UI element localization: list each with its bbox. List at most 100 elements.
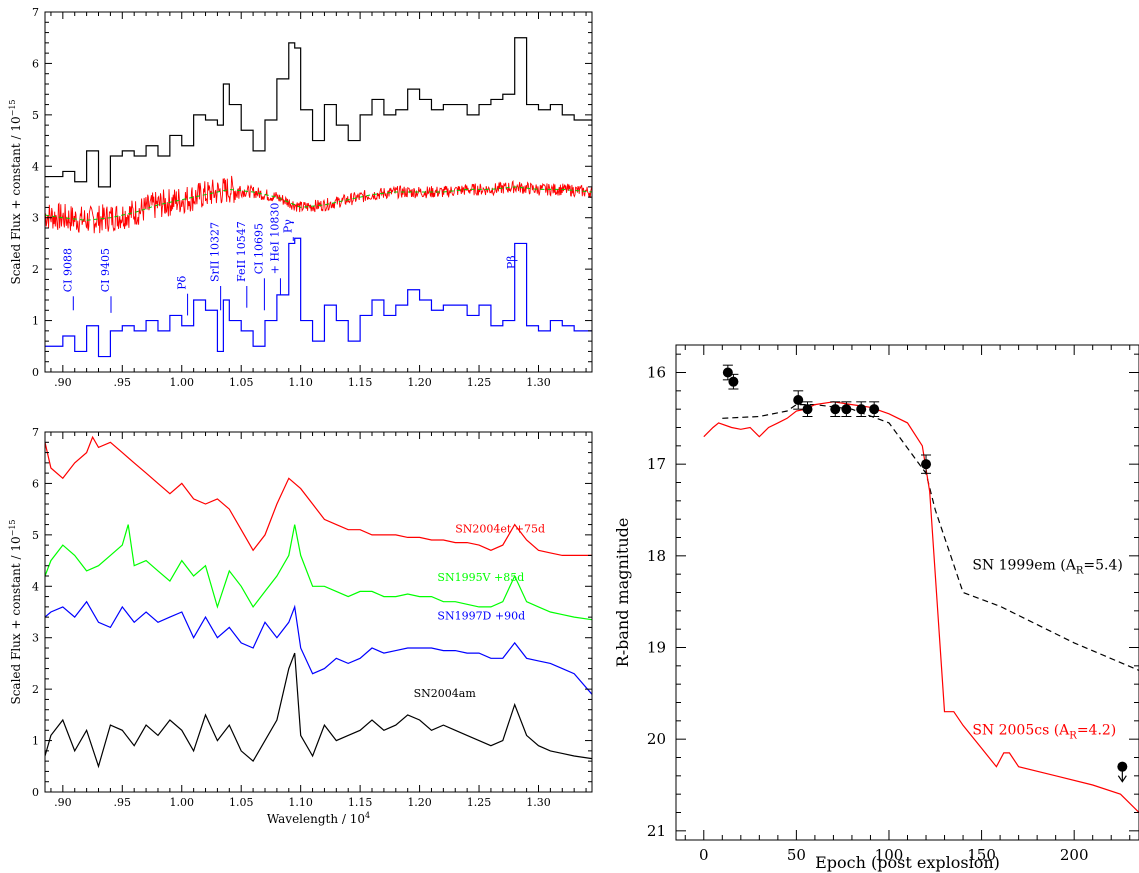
y-tick-label: 7 bbox=[32, 6, 39, 19]
y-axis-label-text: Scaled Flux + constant / 10 bbox=[9, 536, 23, 704]
plot-frame bbox=[44, 431, 593, 793]
x-tick-label: 1.30 bbox=[526, 796, 551, 809]
x-tick-label: 1.15 bbox=[348, 376, 373, 389]
y-tick-label: 2 bbox=[32, 683, 39, 696]
series-label: SN2004am bbox=[414, 687, 477, 700]
line-id-label: FeII 10547 bbox=[235, 221, 248, 282]
series-line bbox=[45, 37, 592, 188]
y-tick-label: 6 bbox=[32, 477, 39, 490]
series-line bbox=[45, 524, 592, 621]
series-line bbox=[45, 435, 592, 556]
y-axis-label-exponent: −15 bbox=[8, 99, 17, 116]
x-tick-label: 50 bbox=[787, 846, 806, 864]
y-tick-label: 1 bbox=[32, 315, 39, 328]
y-tick-label: 4 bbox=[32, 160, 39, 173]
x-axis-label: Epoch (post explosion) bbox=[815, 853, 1000, 872]
x-tick-label: 1.25 bbox=[467, 376, 492, 389]
y-axis-label: Scaled Flux + constant / 10−15 bbox=[8, 519, 23, 704]
x-tick-label: 1.30 bbox=[526, 376, 551, 389]
data-point bbox=[802, 404, 813, 415]
data-point bbox=[722, 367, 733, 378]
y-tick-label: 19 bbox=[647, 639, 666, 657]
y-tick-label: 18 bbox=[647, 547, 666, 565]
y-tick-label: 1 bbox=[32, 735, 39, 748]
line-id-label: CI 9088 bbox=[61, 248, 74, 292]
y-tick-label: 3 bbox=[32, 632, 39, 645]
y-tick-label: 6 bbox=[32, 57, 39, 70]
y-axis-label-exponent: −15 bbox=[8, 519, 17, 536]
x-tick-label: 1.15 bbox=[348, 796, 373, 809]
x-tick-label: 1.25 bbox=[467, 796, 492, 809]
x-axis-label-text: Epoch (post explosion) bbox=[815, 853, 1000, 872]
series-label: SN 2005cs (AR=4.2) bbox=[972, 723, 1116, 742]
series-line bbox=[45, 175, 592, 234]
x-tick-label: 1.20 bbox=[407, 376, 432, 389]
series-subscript: R bbox=[1076, 566, 1084, 577]
x-tick-label: 150 bbox=[967, 846, 996, 864]
series-label: SN1997D +90d bbox=[437, 610, 525, 623]
bottom-spectra-panel: SN2004et +75d SN1995V +85d SN1997D +90d SN2… bbox=[8, 426, 593, 826]
upper-limit-arrowhead bbox=[1117, 775, 1127, 783]
line-id-label: Pβ bbox=[505, 255, 518, 269]
y-axis-label-text: R-band magnitude bbox=[613, 518, 632, 668]
y-tick-label: 5 bbox=[32, 529, 39, 542]
plot-frame bbox=[44, 11, 593, 373]
x-tick-label: .90 bbox=[54, 376, 72, 389]
y-tick-label: 2 bbox=[32, 263, 39, 276]
line-id-label: Pδ bbox=[176, 275, 189, 289]
series-label: SN2004et +75d bbox=[455, 522, 545, 535]
y-axis-label: R-band magnitude bbox=[613, 518, 632, 668]
y-axis-label-text: Scaled Flux + constant / 10 bbox=[9, 116, 23, 284]
series-name: SN 1999em (A bbox=[972, 558, 1076, 574]
x-tick-label: 1.10 bbox=[288, 796, 313, 809]
plot-frame bbox=[675, 344, 1139, 841]
series-line bbox=[45, 652, 592, 769]
series-name: SN 2005cs (A bbox=[972, 723, 1070, 739]
x-tick-label: .95 bbox=[114, 376, 132, 389]
series-extinction: =4.2) bbox=[1077, 723, 1116, 739]
y-tick-label: 7 bbox=[32, 426, 39, 439]
series-label: SN 1999em (AR=5.4) bbox=[972, 558, 1123, 577]
x-tick-label: 1.20 bbox=[407, 796, 432, 809]
light-curve-panel: SN 1999em (AR=5.4)SN 2005cs (AR=4.2)0 50 1… bbox=[613, 344, 1139, 872]
x-axis-label: Wavelength / 104 bbox=[267, 811, 370, 826]
series-line bbox=[45, 600, 592, 695]
x-tick-label: 1.05 bbox=[229, 796, 254, 809]
top-spectra-panel: CI 9088 CI 9405 Pδ SrII 10327 FeII 10547 CI 1… bbox=[8, 6, 593, 389]
series-extinction: =5.4) bbox=[1083, 558, 1122, 574]
data-point bbox=[793, 395, 804, 405]
series-line bbox=[722, 404, 1139, 671]
data-point bbox=[728, 376, 739, 387]
data-point bbox=[841, 404, 852, 415]
data-point bbox=[921, 459, 932, 470]
y-tick-label: 16 bbox=[647, 364, 666, 382]
x-tick-label: .90 bbox=[54, 796, 72, 809]
x-axis-label-exponent: 4 bbox=[365, 811, 370, 820]
y-tick-label: 3 bbox=[32, 212, 39, 225]
series-group bbox=[45, 37, 592, 358]
x-tick-label: 0 bbox=[699, 846, 709, 864]
x-tick-label: 1.05 bbox=[229, 376, 254, 389]
series-subscript: R bbox=[1069, 731, 1077, 742]
x-tick-label: 1.00 bbox=[170, 796, 195, 809]
y-tick-label: 21 bbox=[647, 822, 666, 840]
y-tick-label: 5 bbox=[32, 109, 39, 122]
series-group bbox=[703, 364, 1139, 813]
x-axis-label-text: Wavelength / 10 bbox=[267, 812, 365, 826]
line-id-label: SrII 10327 bbox=[209, 222, 222, 282]
data-point bbox=[830, 404, 841, 415]
x-tick-label: .95 bbox=[114, 796, 132, 809]
series-line bbox=[45, 237, 592, 358]
y-tick-label: 4 bbox=[32, 580, 39, 593]
series-line bbox=[703, 401, 1139, 813]
y-tick-label: 20 bbox=[647, 730, 666, 748]
data-point bbox=[856, 404, 867, 415]
x-tick-label: 1.00 bbox=[170, 376, 195, 389]
y-axis-label: Scaled Flux + constant / 10−15 bbox=[8, 99, 23, 284]
y-tick-label: 17 bbox=[647, 455, 666, 473]
line-id-label: Pγ bbox=[281, 219, 294, 233]
line-id-label: CI 10695 bbox=[252, 223, 265, 274]
x-tick-label: 1.10 bbox=[288, 376, 313, 389]
x-tick-label: 200 bbox=[1060, 846, 1089, 864]
